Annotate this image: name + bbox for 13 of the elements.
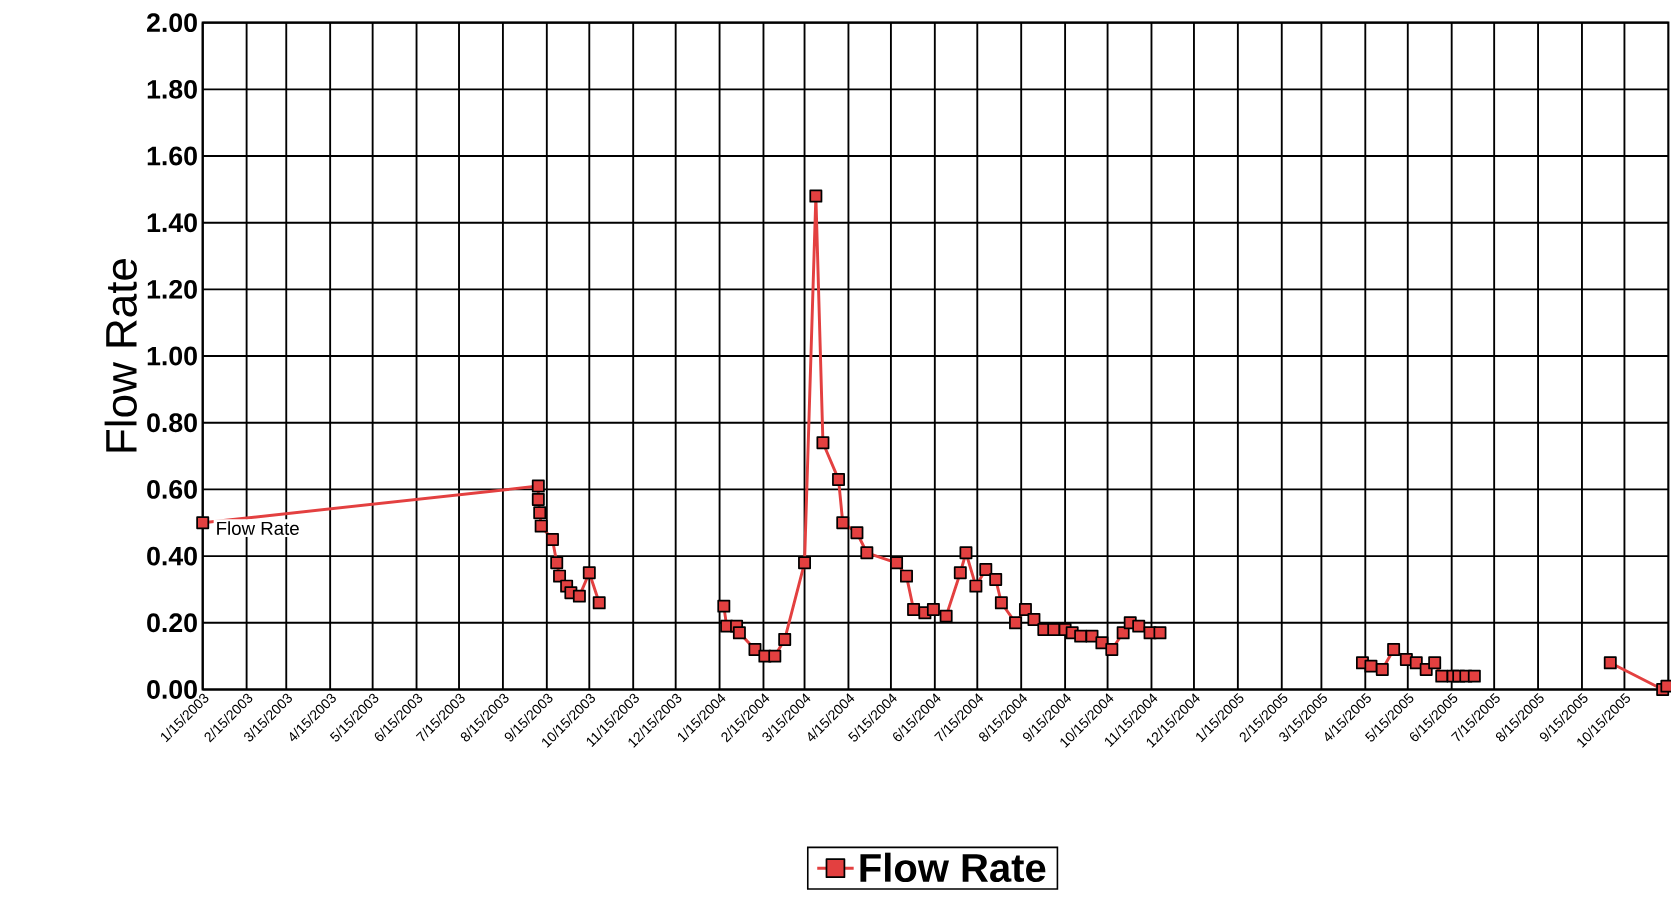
y-tick-label: 0.20: [147, 613, 197, 633]
annotation: Flow Rate: [217, 521, 299, 535]
y-tick-label: 2.00: [147, 13, 197, 33]
y-tick-label: 1.60: [147, 146, 197, 166]
y-tick-label: 1.00: [147, 346, 197, 366]
y-tick-label: 0.80: [147, 413, 197, 433]
legend-label: Flow Rate: [860, 852, 1046, 882]
y-axis-title: Flow Rate: [104, 258, 137, 452]
y-tick-label: 1.20: [147, 279, 197, 299]
y-tick-label: 1.80: [147, 79, 197, 99]
y-tick-label: 0.40: [147, 546, 197, 566]
y-tick-label: 1.40: [147, 213, 197, 233]
y-tick-label: 0.60: [147, 479, 197, 499]
